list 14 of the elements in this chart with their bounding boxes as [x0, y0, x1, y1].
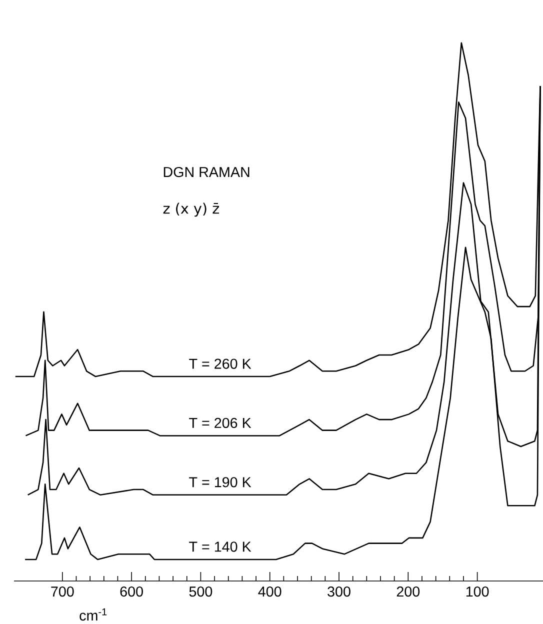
x-tick-label: 600	[120, 586, 143, 597]
series-label: T = 260 K	[189, 358, 252, 369]
x-tick-label: 200	[396, 586, 420, 597]
x-axis-title: cm$^{-1}$	[80, 608, 107, 621]
x-tick-label: 300	[328, 586, 350, 597]
x-tick-label: 100	[466, 586, 489, 597]
x-tick-label: 700	[51, 586, 74, 597]
series-label: T = 140 K	[189, 542, 252, 552]
x-tick-label: 400	[258, 586, 282, 597]
text: z (x y) z̄	[163, 202, 220, 217]
text: DGN RAMAN	[164, 166, 250, 178]
series-label: T = 190 K	[189, 477, 252, 488]
x-tick-label: 500	[189, 586, 212, 597]
series-label: T = 206 K	[189, 418, 252, 428]
